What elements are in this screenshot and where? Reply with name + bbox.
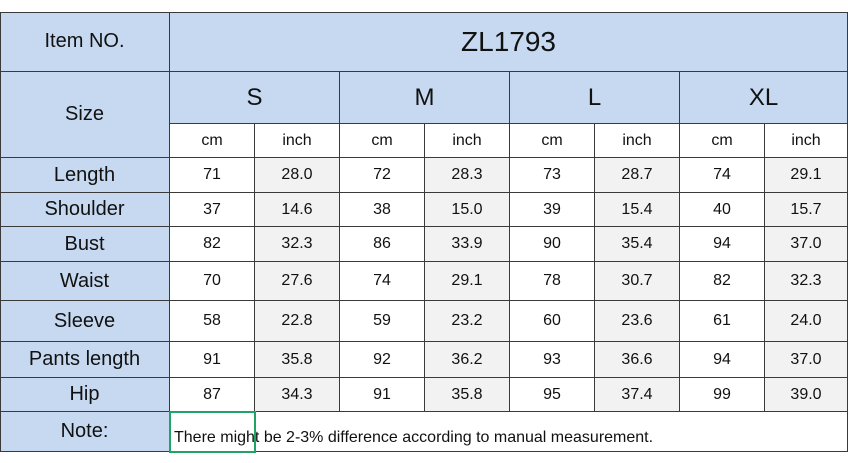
size-header: M (340, 72, 510, 124)
value-cell: 35.4 (595, 227, 680, 262)
item-label: Item NO. (0, 12, 170, 72)
unit-header: inch (595, 124, 680, 158)
size-header: S (170, 72, 340, 124)
row-label: Length (0, 158, 170, 193)
note-text: There might be 2-3% difference according… (170, 412, 848, 452)
value-cell: 36.6 (595, 342, 680, 378)
value-cell: 27.6 (255, 262, 340, 301)
size-header: XL (680, 72, 848, 124)
unit-header: inch (765, 124, 848, 158)
value-cell: 92 (340, 342, 425, 378)
value-cell: 23.2 (425, 301, 510, 342)
row-label: Shoulder (0, 193, 170, 227)
value-cell: 78 (510, 262, 595, 301)
value-cell: 24.0 (765, 301, 848, 342)
value-cell: 34.3 (255, 378, 340, 412)
value-cell: 59 (340, 301, 425, 342)
value-cell: 37.0 (765, 342, 848, 378)
value-cell: 32.3 (765, 262, 848, 301)
selected-cell[interactable] (169, 411, 256, 453)
unit-header: cm (170, 124, 255, 158)
size-header: L (510, 72, 680, 124)
size-label: Size (0, 72, 170, 158)
unit-header: cm (340, 124, 425, 158)
value-cell: 30.7 (595, 262, 680, 301)
value-cell: 82 (680, 262, 765, 301)
value-cell: 23.6 (595, 301, 680, 342)
value-cell: 70 (170, 262, 255, 301)
value-cell: 94 (680, 342, 765, 378)
row-label: Pants length (0, 342, 170, 378)
unit-header: cm (680, 124, 765, 158)
value-cell: 39.0 (765, 378, 848, 412)
unit-header: inch (255, 124, 340, 158)
value-cell: 37 (170, 193, 255, 227)
value-cell: 91 (340, 378, 425, 412)
value-cell: 15.4 (595, 193, 680, 227)
value-cell: 99 (680, 378, 765, 412)
value-cell: 29.1 (425, 262, 510, 301)
row-label: Waist (0, 262, 170, 301)
value-cell: 36.2 (425, 342, 510, 378)
value-cell: 28.3 (425, 158, 510, 193)
value-cell: 33.9 (425, 227, 510, 262)
unit-header: inch (425, 124, 510, 158)
value-cell: 22.8 (255, 301, 340, 342)
value-cell: 82 (170, 227, 255, 262)
value-cell: 15.0 (425, 193, 510, 227)
value-cell: 29.1 (765, 158, 848, 193)
value-cell: 93 (510, 342, 595, 378)
unit-header: cm (510, 124, 595, 158)
value-cell: 86 (340, 227, 425, 262)
item-value: ZL1793 (170, 12, 848, 72)
value-cell: 37.0 (765, 227, 848, 262)
value-cell: 35.8 (255, 342, 340, 378)
value-cell: 95 (510, 378, 595, 412)
value-cell: 35.8 (425, 378, 510, 412)
value-cell: 38 (340, 193, 425, 227)
value-cell: 72 (340, 158, 425, 193)
value-cell: 14.6 (255, 193, 340, 227)
value-cell: 15.7 (765, 193, 848, 227)
row-label: Hip (0, 378, 170, 412)
row-label: Sleeve (0, 301, 170, 342)
value-cell: 87 (170, 378, 255, 412)
value-cell: 39 (510, 193, 595, 227)
value-cell: 28.0 (255, 158, 340, 193)
value-cell: 40 (680, 193, 765, 227)
note-label: Note: (0, 412, 170, 452)
value-cell: 94 (680, 227, 765, 262)
value-cell: 91 (170, 342, 255, 378)
value-cell: 28.7 (595, 158, 680, 193)
row-label: Bust (0, 227, 170, 262)
value-cell: 74 (680, 158, 765, 193)
value-cell: 90 (510, 227, 595, 262)
value-cell: 37.4 (595, 378, 680, 412)
value-cell: 60 (510, 301, 595, 342)
value-cell: 74 (340, 262, 425, 301)
value-cell: 73 (510, 158, 595, 193)
value-cell: 32.3 (255, 227, 340, 262)
value-cell: 71 (170, 158, 255, 193)
value-cell: 61 (680, 301, 765, 342)
value-cell: 58 (170, 301, 255, 342)
